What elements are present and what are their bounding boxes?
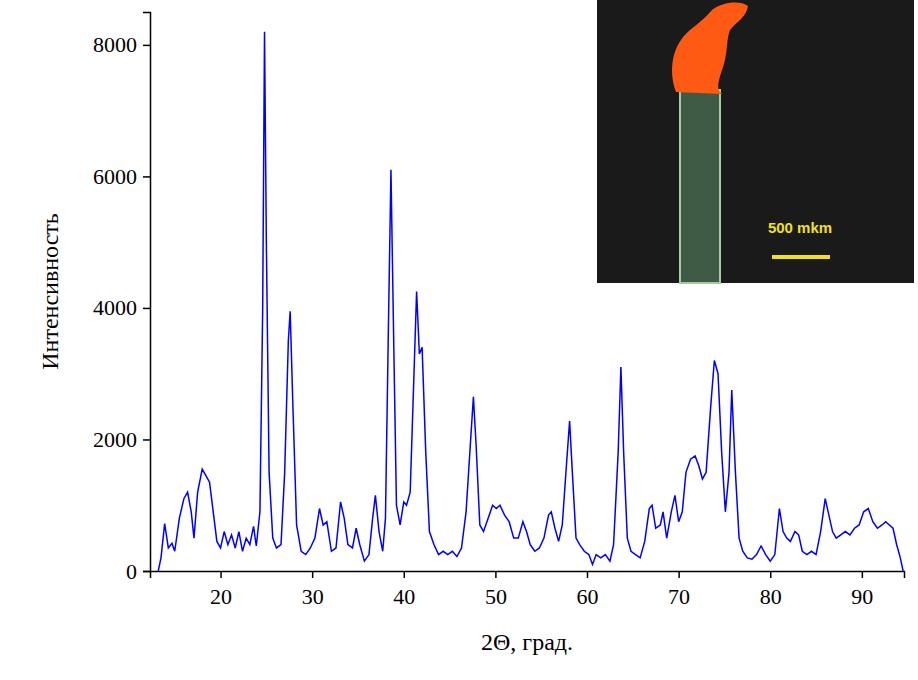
x-tick-label: 40 [393,584,415,609]
y-tick-label: 4000 [93,295,137,320]
x-tick: 90 [851,571,873,609]
x-tick-label: 60 [577,584,599,609]
x-tick: 40 [393,571,415,609]
inset-photo: 500 mkm [597,0,914,283]
y-tick-label: 0 [126,559,137,584]
scale-label: 500 mkm [768,219,832,236]
x-tick: 30 [302,571,324,609]
x-tick-label: 80 [760,584,782,609]
x-tick-mark [404,571,406,578]
x-tick-label: 90 [851,584,873,609]
y-tick: 8000 [93,32,150,57]
y-axis: 0 2000 4000 6000 8000 [93,13,151,584]
x-tick-label: 20 [210,584,232,609]
x-axis: 20 30 40 50 60 70 80 90 [151,571,905,609]
y-tick: 6000 [93,164,150,189]
y-tick: 0 [126,559,150,584]
x-tick: 80 [760,571,782,609]
chart: 500 mkm 20 30 40 50 60 70 80 90 0 2000 4000 6000 8000… [0,0,918,680]
x-tick-label: 50 [485,584,507,609]
x-tick: 50 [485,571,507,609]
x-tick: 70 [668,571,690,609]
y-tick: 2000 [93,427,150,452]
x-tick: 60 [577,571,599,609]
x-axis-title: 2Θ, град. [481,629,573,655]
y-tick-label: 8000 [93,32,137,57]
y-tick-mark [143,308,150,310]
y-axis-line [143,13,151,572]
y-axis-title: Интенсивность [37,213,63,370]
crystal [672,3,748,94]
y-tick-mark [143,571,150,573]
y-tick-mark [143,45,150,47]
x-axis-line [151,572,905,579]
x-tick-mark [862,571,864,578]
x-tick-label: 70 [668,584,690,609]
x-tick-label: 30 [302,584,324,609]
x-tick: 20 [210,571,232,609]
plot-area [158,32,903,571]
photo-background [597,0,914,283]
x-tick-mark [587,571,589,578]
x-tick-mark [220,571,222,578]
y-tick-label: 2000 [93,427,137,452]
fiber [680,90,720,283]
y-tick-mark [143,439,150,441]
x-tick-mark [678,571,680,578]
y-tick-label: 6000 [93,164,137,189]
x-tick-mark [312,571,314,578]
pattern-line [158,32,903,571]
scale-bar [772,255,830,259]
x-tick-mark [770,571,772,578]
y-tick: 4000 [93,295,150,320]
x-tick-mark [495,571,497,578]
y-tick-mark [143,176,150,178]
